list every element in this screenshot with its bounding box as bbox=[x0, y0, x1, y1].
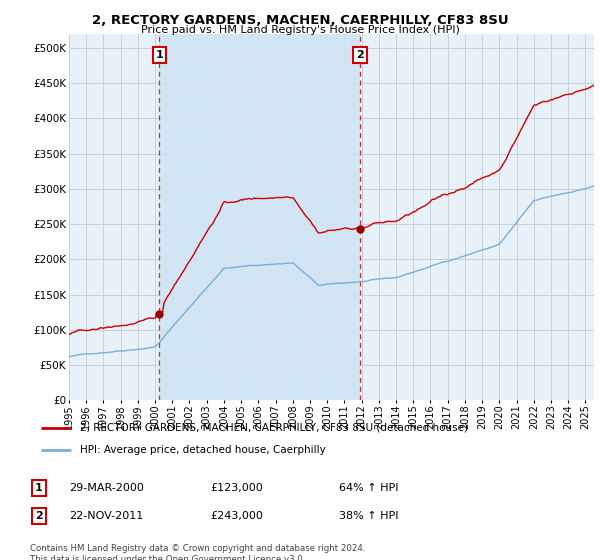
Text: 2, RECTORY GARDENS, MACHEN, CAERPHILLY, CF83 8SU: 2, RECTORY GARDENS, MACHEN, CAERPHILLY, … bbox=[92, 14, 508, 27]
Text: 2, RECTORY GARDENS, MACHEN, CAERPHILLY, CF83 8SU (detached house): 2, RECTORY GARDENS, MACHEN, CAERPHILLY, … bbox=[80, 423, 467, 433]
Text: Price paid vs. HM Land Registry's House Price Index (HPI): Price paid vs. HM Land Registry's House … bbox=[140, 25, 460, 35]
Text: 1: 1 bbox=[35, 483, 43, 493]
Text: £123,000: £123,000 bbox=[210, 483, 263, 493]
Bar bbox=[160, 34, 360, 400]
Text: 1: 1 bbox=[155, 50, 163, 60]
Text: 22-NOV-2011: 22-NOV-2011 bbox=[69, 511, 143, 521]
Text: £243,000: £243,000 bbox=[210, 511, 263, 521]
Text: 2: 2 bbox=[356, 50, 364, 60]
Text: HPI: Average price, detached house, Caerphilly: HPI: Average price, detached house, Caer… bbox=[80, 445, 325, 455]
Text: 2: 2 bbox=[35, 511, 43, 521]
Text: 38% ↑ HPI: 38% ↑ HPI bbox=[339, 511, 398, 521]
Text: 29-MAR-2000: 29-MAR-2000 bbox=[69, 483, 144, 493]
Text: 64% ↑ HPI: 64% ↑ HPI bbox=[339, 483, 398, 493]
Text: Contains HM Land Registry data © Crown copyright and database right 2024.
This d: Contains HM Land Registry data © Crown c… bbox=[30, 544, 365, 560]
